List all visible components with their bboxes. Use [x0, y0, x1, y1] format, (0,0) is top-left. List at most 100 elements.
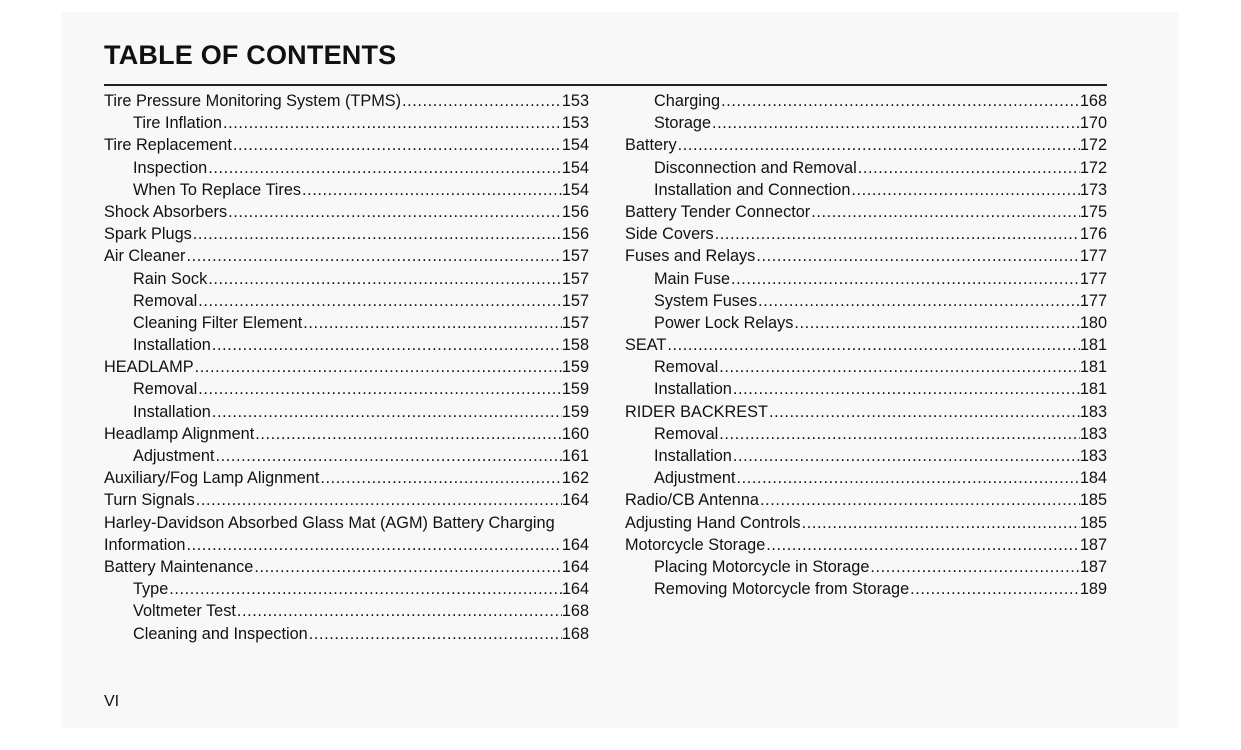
toc-entry[interactable]: Battery Tender Connector 175: [625, 201, 1107, 223]
toc-entry-page: 159: [561, 358, 589, 377]
toc-entry[interactable]: Installation 183: [625, 445, 1107, 467]
toc-entry-page: 183: [1079, 447, 1107, 465]
toc-entry[interactable]: Disconnection and Removal 172: [625, 157, 1107, 179]
page-number: VI: [104, 693, 120, 710]
leader-dots: [211, 334, 562, 356]
toc-entry[interactable]: Tire Replacement 154: [104, 134, 589, 156]
toc-entry-title: Type: [133, 580, 169, 599]
toc-entry[interactable]: Removal 157: [104, 290, 589, 312]
toc-entry[interactable]: Information 164: [104, 534, 589, 556]
toc-entry-page: 176: [1079, 225, 1107, 244]
toc-entry-page: 173: [1079, 180, 1107, 199]
toc-entry[interactable]: System Fuses 177: [625, 290, 1107, 312]
toc-entry[interactable]: When To Replace Tires 154: [104, 179, 589, 201]
leader-dots: [757, 290, 1080, 312]
toc-entry[interactable]: Inspection 154: [104, 157, 589, 179]
toc-entry-page: 157: [561, 291, 589, 310]
toc-entry[interactable]: Rain Sock 157: [104, 268, 589, 290]
toc-entry[interactable]: Tire Inflation 153: [104, 112, 589, 134]
leader-dots: [168, 578, 562, 600]
leader-dots: [192, 223, 562, 245]
toc-entry[interactable]: Cleaning and Inspection 168: [104, 623, 589, 645]
leader-dots: [214, 445, 561, 467]
leader-dots: [801, 512, 1080, 534]
leader-dots: [850, 179, 1079, 201]
toc-entry-title: Installation: [133, 336, 211, 355]
toc-entry-title: Shock Absorbers: [104, 202, 228, 221]
toc-entry-title: Inspection: [133, 158, 208, 177]
toc-entry[interactable]: Shock Absorbers 156: [104, 201, 589, 223]
toc-entry[interactable]: Headlamp Alignment 160: [104, 423, 589, 445]
toc-entry[interactable]: Main Fuse 177: [625, 268, 1107, 290]
toc-entry-title: Turn Signals: [104, 491, 195, 510]
leader-dots: [714, 223, 1080, 245]
leader-dots: [195, 489, 562, 511]
toc-entry[interactable]: HEADLAMP 159: [104, 356, 589, 378]
leader-dots: [793, 312, 1079, 334]
toc-entry-page: 170: [1079, 114, 1107, 133]
toc-entry-title: Installation: [133, 402, 211, 421]
toc-entry[interactable]: Removing Motorcycle from Storage 189: [625, 578, 1107, 600]
leader-dots: [730, 268, 1080, 290]
leader-dots: [197, 290, 562, 312]
toc-entry[interactable]: Installation and Connection 173: [625, 179, 1107, 201]
toc-entry[interactable]: Spark Plugs 156: [104, 223, 589, 245]
toc-entry-page: 164: [561, 557, 589, 576]
toc-entry-page: 157: [561, 313, 589, 332]
toc-entry[interactable]: Harley-Davidson Absorbed Glass Mat (AGM)…: [104, 512, 589, 534]
toc-entry[interactable]: Removal 181: [625, 356, 1107, 378]
toc-entry-page: 177: [1079, 269, 1107, 288]
toc-entry-title: Removal: [133, 380, 198, 399]
toc-entry[interactable]: Radio/CB Antenna 185: [625, 489, 1107, 511]
toc-entry[interactable]: Removal 159: [104, 378, 589, 400]
toc-entry[interactable]: Battery 172: [625, 134, 1107, 156]
leader-dots: [909, 578, 1080, 600]
toc-entry[interactable]: Side Covers 176: [625, 223, 1107, 245]
toc-entry[interactable]: Adjusting Hand Controls 185: [625, 512, 1107, 534]
toc-entry-page: 161: [561, 447, 589, 465]
toc-entry[interactable]: Charging 168: [625, 90, 1107, 112]
toc-entry-title: SEAT: [625, 336, 667, 355]
toc-entry[interactable]: RIDER BACKREST 183: [625, 401, 1107, 423]
toc-entry[interactable]: Placing Motorcycle in Storage 187: [625, 556, 1107, 578]
leader-dots: [254, 423, 562, 445]
toc-entry-page: 154: [561, 180, 589, 199]
toc-entry[interactable]: Storage 170: [625, 112, 1107, 134]
toc-entry[interactable]: Voltmeter Test 168: [104, 600, 589, 622]
toc-entry[interactable]: Adjustment 161: [104, 445, 589, 467]
toc-entry-page: 164: [561, 580, 589, 599]
leader-dots: [666, 334, 1080, 356]
toc-entry-title: Installation: [654, 380, 732, 399]
toc-entry-title: Removal: [133, 291, 198, 310]
toc-entry-title: Disconnection and Removal: [654, 158, 857, 177]
toc-entry[interactable]: Battery Maintenance 164: [104, 556, 589, 578]
toc-entry[interactable]: Tire Pressure Monitoring System (TPMS) 15…: [104, 90, 589, 112]
toc-entry[interactable]: Type 164: [104, 578, 589, 600]
toc-entry[interactable]: Power Lock Relays 180: [625, 312, 1107, 334]
toc-entry[interactable]: Auxiliary/Fog Lamp Alignment 162: [104, 467, 589, 489]
leader-dots: [677, 134, 1080, 156]
toc-entry[interactable]: Installation 159: [104, 401, 589, 423]
toc-entry-title: Removal: [654, 358, 719, 377]
toc-entry[interactable]: Fuses and Relays 177: [625, 245, 1107, 267]
toc-entry-title: Voltmeter Test: [133, 602, 236, 621]
toc-entry-page: 154: [561, 158, 589, 177]
leader-dots: [194, 356, 562, 378]
toc-entry-title: Cleaning Filter Element: [133, 313, 303, 332]
toc-entry-page: 156: [561, 202, 589, 221]
leader-dots: [301, 179, 562, 201]
toc-entry[interactable]: Adjustment 184: [625, 467, 1107, 489]
toc-entry[interactable]: Cleaning Filter Element 157: [104, 312, 589, 334]
toc-entry[interactable]: Turn Signals 164: [104, 489, 589, 511]
toc-entry[interactable]: Installation 181: [625, 378, 1107, 400]
toc-entry[interactable]: Motorcycle Storage 187: [625, 534, 1107, 556]
toc-entry[interactable]: Removal 183: [625, 423, 1107, 445]
toc-entry[interactable]: SEAT 181: [625, 334, 1107, 356]
toc-entry-page: 164: [561, 535, 589, 554]
leader-dots: [185, 245, 561, 267]
toc-entry-page: 159: [561, 402, 589, 421]
toc-entry-page: 185: [1079, 491, 1107, 510]
toc-entry[interactable]: Air Cleaner 157: [104, 245, 589, 267]
leader-dots: [869, 556, 1079, 578]
toc-entry[interactable]: Installation 158: [104, 334, 589, 356]
